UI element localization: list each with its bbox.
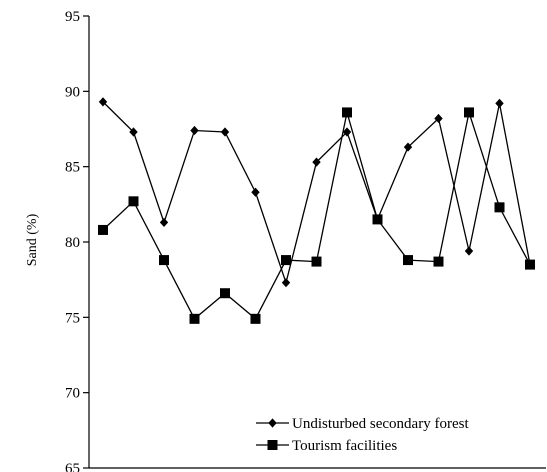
data-point-diamond [190,125,199,136]
y-tick-label: 75 [65,310,80,326]
data-point-square [220,288,230,299]
data-point-diamond [495,98,504,108]
data-point-square [372,214,383,225]
data-point-square [281,255,291,266]
data-point-square [159,255,169,266]
y-tick-label: 85 [65,160,80,176]
data-point-square [128,196,139,207]
data-point-square [342,107,352,118]
data-point-square [494,202,505,213]
data-point-square [250,313,261,324]
data-point-diamond [159,217,169,228]
data-point-diamond [129,127,138,137]
axes: 65 70 75 80 85 90 95 [65,9,546,472]
data-point-diamond [434,113,443,124]
data-point-diamond [281,278,291,288]
data-point-square [433,256,444,267]
data-point-square [189,313,200,324]
data-point-square [525,259,535,270]
legend-marker-diamond [268,418,277,428]
data-point-diamond [312,157,321,167]
data-point-diamond [220,127,230,137]
legend-marker-square [267,440,278,450]
legend-label: Undisturbed secondary forest [292,416,469,432]
data-point-diamond [251,187,260,197]
series-markers [98,97,535,324]
y-tick-label: 95 [65,9,80,25]
y-tick-label: 90 [65,84,80,100]
series-lines [102,101,531,320]
legend-label: Tourism facilities [292,438,397,454]
data-point-square [311,256,322,267]
data-point-square [98,224,108,235]
series-line-2 [102,109,531,320]
y-tick-label: 65 [65,461,80,472]
data-point-square [464,107,474,118]
data-point-square [403,255,413,266]
y-tick-label: 80 [65,235,80,251]
data-point-diamond [342,127,352,137]
y-tick-label: 70 [65,386,80,402]
y-axis-label: Sand (%) [25,213,40,266]
legend: Undisturbed secondary forest Tourism faci… [256,416,469,454]
data-point-diamond [98,97,108,107]
data-point-diamond [403,142,413,152]
data-point-diamond [464,246,474,256]
